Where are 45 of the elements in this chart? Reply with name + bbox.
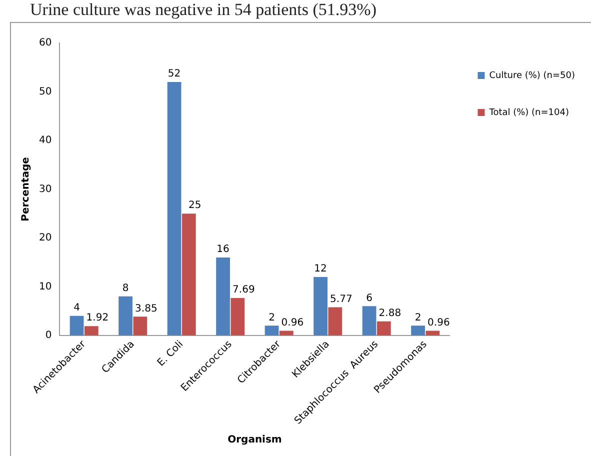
bar xyxy=(328,307,342,336)
bar xyxy=(264,326,279,336)
data-label: 4 xyxy=(74,302,80,314)
bar xyxy=(376,321,391,336)
bar xyxy=(426,330,440,336)
data-label: 5.77 xyxy=(330,294,352,305)
y-tick-label: 60 xyxy=(38,38,52,49)
x-tick-label: E. Coli xyxy=(156,338,186,369)
y-tick-label: 30 xyxy=(38,184,52,195)
data-label: 0.96 xyxy=(428,317,450,328)
data-label: 52 xyxy=(168,68,181,80)
bar xyxy=(70,316,84,336)
text: Urine culture was negative in 54 patients (51.93%) xyxy=(30,0,377,20)
y-tick-label: 10 xyxy=(38,281,52,292)
bar xyxy=(182,214,196,336)
data-label: 2 xyxy=(268,312,275,324)
data-label: 25 xyxy=(188,200,202,212)
bar xyxy=(167,82,182,336)
y-tick-label: 20 xyxy=(38,232,52,244)
legend-label: Culture (%) (n=50) xyxy=(489,70,576,81)
bar xyxy=(230,298,245,336)
bar xyxy=(314,276,328,336)
data-label: 8 xyxy=(122,283,129,294)
data-label: 12 xyxy=(314,264,327,275)
y-tick-label: 40 xyxy=(38,135,52,146)
data-label: 6 xyxy=(366,292,372,304)
bar xyxy=(216,257,230,336)
bar xyxy=(362,306,376,336)
data-label: 3.85 xyxy=(135,303,158,314)
data-label: 0.96 xyxy=(281,317,304,328)
y-tick-label: 0 xyxy=(45,330,52,342)
data-label: 7.69 xyxy=(232,284,255,296)
bar xyxy=(118,296,132,336)
y-tick-label: 50 xyxy=(38,86,52,98)
data-label: 2 xyxy=(414,312,422,324)
bar xyxy=(411,326,425,336)
data-label: 2.88 xyxy=(378,308,402,319)
x-axis-title: Organism xyxy=(228,434,282,446)
bar xyxy=(84,326,98,336)
y-axis-title: Percentage xyxy=(20,156,32,222)
bar xyxy=(133,316,148,336)
legend-label: Total (%) (n=104) xyxy=(488,108,569,118)
data-label: 16 xyxy=(216,244,230,256)
data-label: 1.92 xyxy=(86,312,109,324)
bar xyxy=(279,330,294,336)
